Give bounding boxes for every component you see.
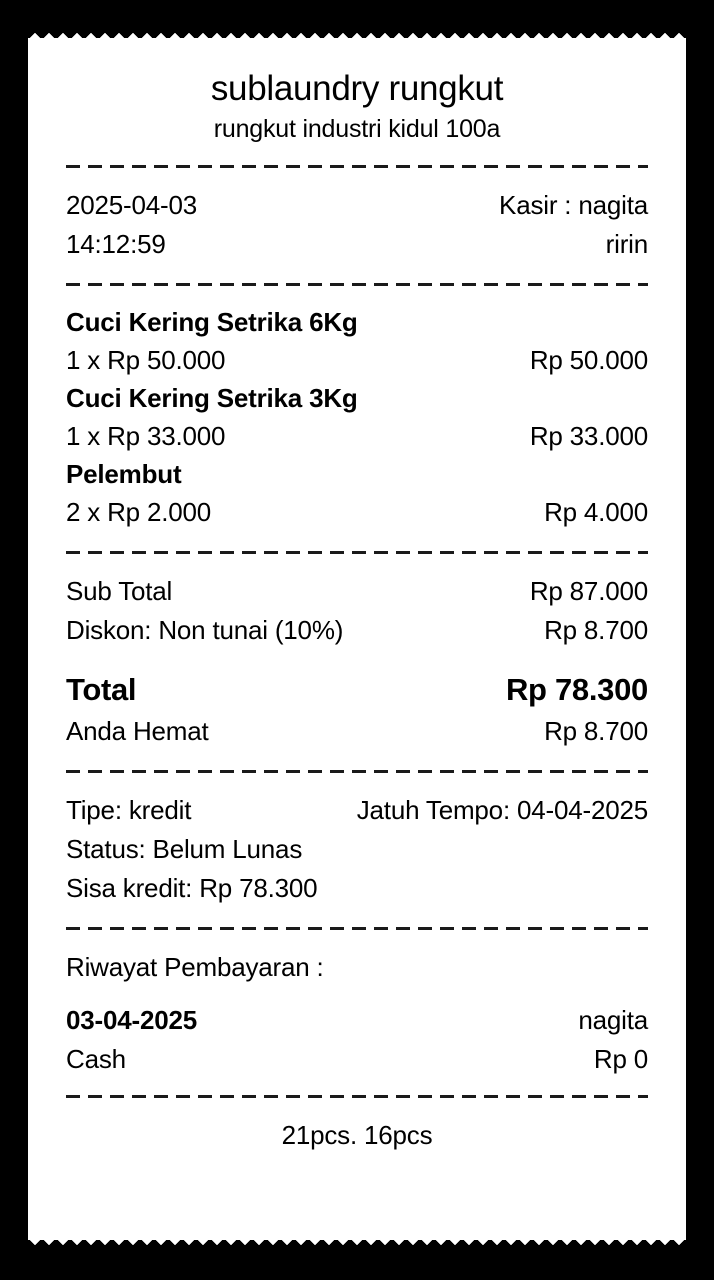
total-value: Rp 78.300 [505, 672, 648, 707]
divider-3 [66, 551, 648, 554]
item-qty-price: 1 x Rp 33.000 [66, 421, 226, 451]
history-method-row: Cash Rp 0 [66, 1040, 648, 1079]
history-date-row: 03-04-2025 nagita [66, 1001, 648, 1040]
receipt-paper: sublaundry rungkut rungkut industri kidu… [28, 28, 686, 1250]
savings-label: Anda Hemat [66, 716, 209, 746]
shop-address: rungkut industri kidul 100a [213, 115, 501, 143]
list-item: Cuci Kering Setrika 3Kg 1 x Rp 33.000 Rp… [66, 380, 648, 456]
meta-row-date: 2025-04-03 Kasir : nagita [66, 186, 648, 225]
savings-row: Anda Hemat Rp 8.700 [66, 712, 648, 751]
credit-remaining: Sisa kredit: Rp 78.300 [66, 873, 318, 903]
divider-1 [66, 165, 648, 168]
item-name: Cuci Kering Setrika 6Kg [66, 307, 358, 337]
transaction-date: 2025-04-03 [66, 190, 197, 220]
meta-row-time: 14:12:59 ririn [66, 225, 648, 264]
list-item: Pelembut 2 x Rp 2.000 Rp 4.000 [66, 456, 648, 532]
item-amount: Rp 4.000 [544, 497, 648, 527]
credit-type-row: Tipe: kredit Jatuh Tempo: 04-04-2025 [66, 791, 648, 830]
subtotal-value: Rp 87.000 [529, 576, 648, 606]
divider-5 [66, 927, 648, 930]
savings-value: Rp 8.700 [544, 716, 648, 746]
divider-4 [66, 770, 648, 773]
history-amount: Rp 0 [593, 1044, 648, 1074]
credit-status: Status: Belum Lunas [66, 834, 303, 864]
cashier-name: Kasir : nagita [499, 190, 648, 220]
credit-due-date: Jatuh Tempo: 04-04-2025 [356, 795, 648, 825]
transaction-time: 14:12:59 [66, 229, 166, 259]
item-name: Cuci Kering Setrika 3Kg [66, 383, 358, 413]
shop-name: sublaundry rungkut [210, 69, 504, 108]
credit-type: Tipe: kredit [66, 795, 192, 825]
item-qty-price: 1 x Rp 50.000 [66, 345, 226, 375]
piece-count: 21pcs. 16pcs [281, 1120, 433, 1150]
item-amount: Rp 50.000 [529, 345, 648, 375]
total-label: Total [66, 672, 137, 707]
payment-history-title: Riwayat Pembayaran : [66, 952, 324, 982]
history-method: Cash [66, 1044, 126, 1074]
subtotal-label: Sub Total [66, 576, 173, 606]
divider-6 [66, 1095, 648, 1098]
item-amount: Rp 33.000 [529, 421, 648, 451]
item-amount-row: 1 x Rp 33.000 Rp 33.000 [66, 417, 648, 456]
list-item: 03-04-2025 nagita Cash Rp 0 [66, 1001, 648, 1079]
item-name: Pelembut [66, 459, 182, 489]
divider-2 [66, 283, 648, 286]
subtotal-row: Sub Total Rp 87.000 [66, 572, 648, 611]
discount-label: Diskon: Non tunai (10%) [66, 615, 344, 645]
item-amount-row: 2 x Rp 2.000 Rp 4.000 [66, 493, 648, 532]
torn-edge-top-icon [28, 28, 686, 38]
total-row: Total Rp 78.300 [66, 668, 648, 712]
spacer [66, 987, 648, 1001]
discount-row: Diskon: Non tunai (10%) Rp 8.700 [66, 611, 648, 650]
items-list: Cuci Kering Setrika 6Kg 1 x Rp 50.000 Rp… [66, 304, 648, 532]
spacer [66, 650, 648, 668]
history-date: 03-04-2025 [66, 1005, 197, 1035]
torn-edge-bottom-icon [28, 1240, 686, 1250]
item-qty-price: 2 x Rp 2.000 [66, 497, 212, 527]
discount-value: Rp 8.700 [544, 615, 648, 645]
item-amount-row: 1 x Rp 50.000 Rp 50.000 [66, 341, 648, 380]
history-operator: nagita [578, 1005, 648, 1035]
cashier-second-name: ririn [605, 229, 649, 259]
list-item: Cuci Kering Setrika 6Kg 1 x Rp 50.000 Rp… [66, 304, 648, 380]
